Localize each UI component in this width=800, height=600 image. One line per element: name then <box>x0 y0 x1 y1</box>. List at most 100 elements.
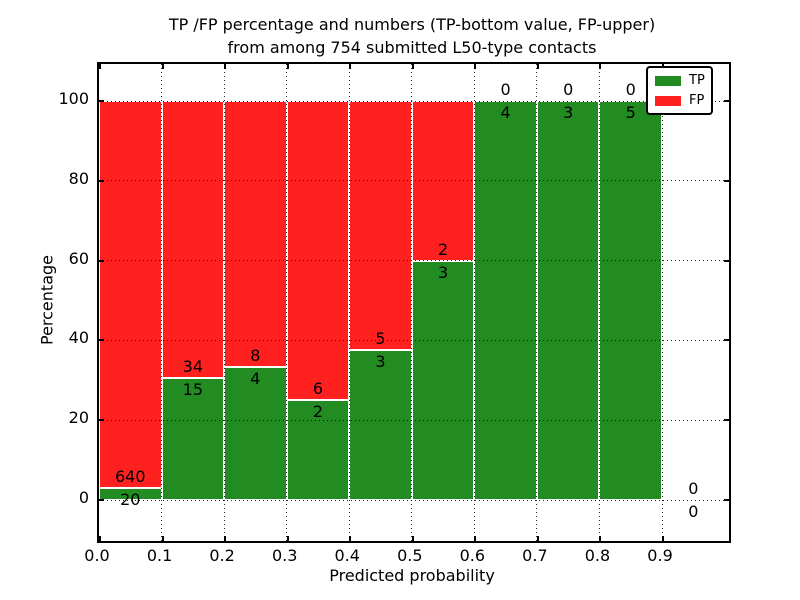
x-tick-mark-top <box>474 64 477 69</box>
y-tick-mark <box>99 419 104 422</box>
y-tick-label: 0 <box>78 488 89 507</box>
bar-segment-tp <box>536 101 600 500</box>
bar-segment-fp <box>161 101 225 378</box>
chart-title-line2: from among 754 submitted L50-type contac… <box>227 38 597 57</box>
y-tick-label: 40 <box>68 328 89 348</box>
tp-count-label: 4 <box>250 369 261 388</box>
bar-segment-tp <box>349 350 412 500</box>
tp-count-label: 3 <box>375 352 386 372</box>
x-tick-mark-top <box>536 64 539 69</box>
y-tick-label: 20 <box>68 408 89 428</box>
x-tick-label: 0.1 <box>146 546 173 565</box>
tp-count-label: 4 <box>500 103 511 122</box>
y-tick-mark <box>99 339 104 342</box>
legend-entry-tp: TP <box>655 74 711 87</box>
legend-swatch-fp-icon <box>655 95 681 106</box>
y-tick-mark-right <box>724 339 729 342</box>
fp-count-label: 8 <box>250 346 261 365</box>
x-tick-mark-top <box>411 64 414 69</box>
legend-label-fp: FP <box>689 93 705 108</box>
x-tick-mark <box>536 536 539 541</box>
fp-count-label: 6 <box>312 379 324 399</box>
legend: TP FP <box>646 66 713 115</box>
y-tick-mark <box>99 100 104 102</box>
fp-count-label: 640 <box>115 466 146 486</box>
v-gridline <box>598 64 600 541</box>
x-tick-label: 0.5 <box>397 546 423 565</box>
h-gridline <box>99 100 729 102</box>
v-gridline <box>348 64 350 541</box>
tp-count-label: 5 <box>625 103 636 122</box>
bar-segment-tp <box>474 101 537 500</box>
x-tick-mark-top <box>161 64 164 69</box>
tp-count-label: 15 <box>182 379 203 399</box>
bar-segment-tp <box>599 101 663 500</box>
tp-count-label: 3 <box>437 262 449 282</box>
v-gridline <box>661 64 663 541</box>
x-tick-mark <box>99 536 101 541</box>
bar-segment-fp <box>99 101 162 488</box>
bar-segment-tp <box>411 260 475 500</box>
y-tick-mark <box>99 179 104 182</box>
x-tick-mark <box>599 536 602 541</box>
legend-swatch-tp-icon <box>655 75 681 86</box>
y-tick-mark-right <box>724 419 729 422</box>
y-tick-label: 80 <box>68 168 89 188</box>
v-gridline <box>411 64 413 541</box>
bar-segment-fp <box>224 101 287 367</box>
y-tick-mark <box>99 499 104 501</box>
x-tick-mark <box>474 536 477 541</box>
y-tick-mark <box>99 259 104 262</box>
plot-area: 640 20 34 15 8 4 6 2 5 3 2 3 0 4 0 3 0 5 0 0 <box>97 62 731 543</box>
x-tick-mark <box>662 536 665 541</box>
y-tick-mark-right <box>724 179 729 182</box>
x-tick-label: 0.3 <box>271 546 298 565</box>
x-tick-mark <box>349 536 352 541</box>
tp-count-label: 3 <box>563 103 574 122</box>
x-tick-label: 0.6 <box>459 546 486 565</box>
y-tick-label: 100 <box>58 89 89 108</box>
chart-title: TP /FP percentage and numbers (TP-bottom… <box>97 13 727 59</box>
x-tick-mark-top <box>99 64 101 69</box>
y-tick-label: 60 <box>68 248 89 268</box>
fp-count-label: 5 <box>375 329 386 349</box>
h-gridline <box>99 419 729 421</box>
fp-count-label: 34 <box>182 356 203 376</box>
bar-segment-tp <box>161 377 225 500</box>
x-tick-label: 0.4 <box>334 546 360 565</box>
h-gridline <box>99 260 729 262</box>
x-tick-mark <box>161 536 164 541</box>
y-tick-mark-right <box>724 100 729 102</box>
h-gridline <box>99 499 729 501</box>
legend-label-tp: TP <box>689 73 705 88</box>
x-tick-label: 0.7 <box>522 546 548 565</box>
bar-segment-fp <box>349 101 412 351</box>
x-tick-mark <box>411 536 414 541</box>
v-gridline <box>473 64 475 541</box>
x-tick-mark <box>224 536 227 541</box>
bar-segment-fp <box>286 101 350 401</box>
v-gridline <box>536 64 538 541</box>
tp-count-label: 20 <box>120 489 141 509</box>
x-axis-label: Predicted probability <box>329 566 495 585</box>
h-gridline <box>99 339 729 341</box>
v-gridline <box>161 64 163 541</box>
y-tick-mark-right <box>724 259 729 262</box>
x-tick-label: 0.9 <box>647 546 673 565</box>
x-tick-label: 0.8 <box>584 546 611 565</box>
tp-count-label: 0 <box>688 502 699 521</box>
x-tick-mark-top <box>224 64 227 69</box>
v-gridline <box>286 64 288 541</box>
fp-count-label: 0 <box>500 80 511 99</box>
fp-count-label: 2 <box>437 239 449 259</box>
v-gridline <box>223 64 225 541</box>
fp-count-label: 0 <box>625 80 636 99</box>
x-tick-mark-top <box>349 64 352 69</box>
fp-count-label: 0 <box>563 80 574 99</box>
chart-title-line1: TP /FP percentage and numbers (TP-bottom… <box>168 15 656 34</box>
x-tick-mark <box>286 536 289 541</box>
y-tick-mark-right <box>724 499 729 501</box>
bar-segment-tp <box>286 400 350 500</box>
h-gridline <box>99 180 729 182</box>
